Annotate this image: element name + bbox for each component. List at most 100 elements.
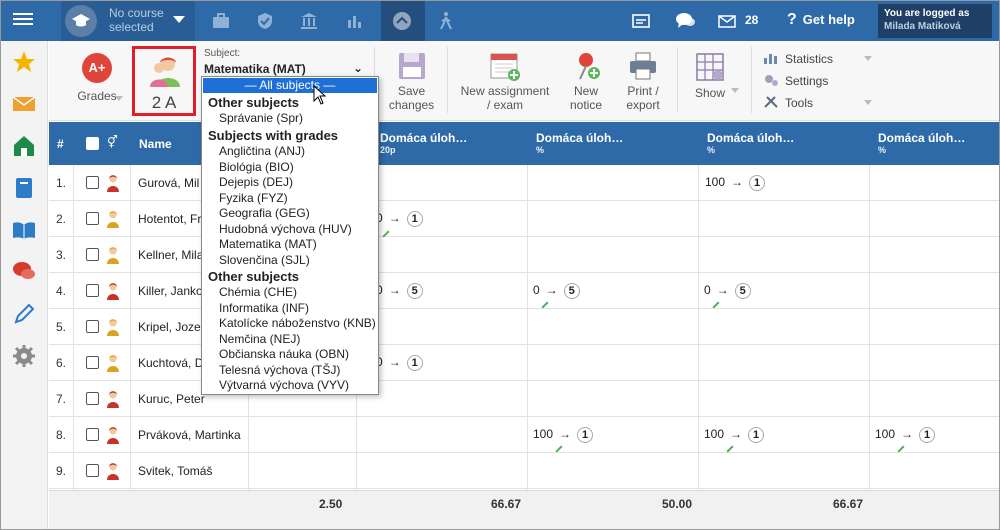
student-name[interactable]: Hotentot, Fr (138, 212, 202, 226)
dropdown-option[interactable]: Informatika (INF) (219, 301, 310, 315)
new-notice-button[interactable]: New notice (561, 51, 611, 112)
gauge-icon[interactable] (381, 1, 425, 41)
row-checkbox[interactable] (86, 464, 99, 477)
grade-cell[interactable]: 100 → 1 (875, 427, 936, 443)
dropdown-option[interactable]: Občianska náuka (OBN) (219, 347, 350, 361)
table-row[interactable]: 9. Svitek, Tomáš (49, 453, 999, 489)
student-name[interactable]: Kripel, Joze (138, 320, 201, 334)
row-checkbox[interactable] (86, 248, 99, 261)
grade-cell[interactable]: 100 → 1 (533, 427, 594, 443)
row-checkbox[interactable] (86, 428, 99, 441)
user-info[interactable]: You are logged as Milada Matiková (878, 4, 992, 38)
header-name[interactable]: Name (139, 137, 172, 151)
table-row[interactable]: 3. Kellner, Mila (49, 237, 999, 273)
open-book-icon[interactable] (11, 217, 37, 243)
chat-icon[interactable] (665, 1, 705, 41)
show-button[interactable]: Show (685, 51, 735, 100)
row-checkbox[interactable] (86, 284, 99, 297)
tools-menu[interactable]: Tools (763, 95, 813, 110)
student-name[interactable]: Gurová, Mil (138, 176, 200, 190)
chevron-down-icon[interactable]: ⌄ (353, 61, 364, 75)
walking-person-icon[interactable] (427, 1, 467, 41)
column-header[interactable]: Domáca úloh… % (536, 131, 623, 174)
column-header[interactable]: Domáca úloh… % (707, 131, 794, 174)
chat-bubbles-icon[interactable] (11, 259, 37, 285)
row-checkbox[interactable] (86, 212, 99, 225)
student-name[interactable]: Kuchtová, D (138, 356, 204, 370)
dropdown-option[interactable]: Telesná výchova (TŠJ) (219, 363, 341, 377)
dropdown-option[interactable]: Slovenčina (SJL) (219, 253, 310, 267)
dropdown-option[interactable]: Matematika (MAT) (219, 237, 317, 251)
subject-dropdown-list[interactable]: — All subjects — Other subjects Správani… (201, 76, 379, 395)
dropdown-option[interactable]: Chémia (CHE) (219, 285, 298, 299)
dropdown-option[interactable]: Dejepis (DEJ) (219, 175, 294, 189)
student-name[interactable]: Prváková, Martinka (138, 428, 241, 442)
row-checkbox[interactable] (86, 320, 99, 333)
menu-icon[interactable] (13, 10, 33, 30)
grid-settings-icon (696, 53, 724, 81)
grade-cell[interactable]: 0 → 1 (376, 211, 423, 227)
student-name[interactable]: Kuruc, Peter (138, 392, 205, 406)
column-sub: % (707, 145, 716, 155)
gender-icon[interactable]: ⚥ (107, 135, 118, 149)
grade-cell[interactable]: 0 → 5 (376, 283, 423, 299)
settings-menu[interactable]: Settings (763, 73, 828, 88)
dropdown-option[interactable]: Katolícke náboženstvo (KNB) (219, 316, 376, 330)
dropdown-option[interactable]: Angličtina (ANJ) (219, 144, 306, 158)
table-row[interactable]: 5. Kripel, Joze (49, 309, 999, 345)
dropdown-option[interactable]: Výtvarná výchova (VYV) (219, 378, 350, 392)
grade-cell[interactable]: 0 → 1 (376, 355, 423, 371)
pen-icon[interactable] (11, 301, 37, 327)
statistics-menu[interactable]: Statistics (763, 51, 833, 66)
new-assignment-label-2: / exam (486, 98, 523, 112)
institution-icon[interactable] (289, 1, 329, 41)
table-row[interactable]: 1. Gurová, Mil (49, 165, 999, 201)
class-selector[interactable]: 2 A (132, 46, 196, 116)
shield-icon[interactable] (245, 1, 285, 41)
student-name[interactable]: Svitek, Tomáš (138, 464, 213, 478)
dropdown-option[interactable]: Hudobná výchova (HUV) (219, 222, 352, 236)
star-icon[interactable] (11, 49, 37, 75)
briefcase-icon[interactable] (201, 1, 241, 41)
row-number: 7. (56, 392, 67, 406)
table-row[interactable]: 8. Prváková, Martinka (49, 417, 999, 453)
save-changes-button[interactable]: Save changes (384, 51, 439, 112)
gear-icon[interactable] (11, 343, 37, 369)
bar-chart-icon[interactable] (335, 1, 375, 41)
dropdown-option[interactable]: Nemčina (NEJ) (219, 332, 301, 346)
dropdown-option-selected[interactable]: — All subjects — (203, 78, 377, 93)
help-button[interactable]: ? Get help (787, 11, 855, 29)
table-row[interactable]: 2. Hotentot, Fr (49, 201, 999, 237)
grades-button[interactable]: A+ Grades (67, 53, 127, 103)
row-checkbox[interactable] (86, 392, 99, 405)
column-header[interactable]: Domáca úloh… % (878, 131, 965, 174)
column-header[interactable]: Domáca úloh… 20p (380, 131, 467, 174)
dropdown-option[interactable]: Biológia (BIO) (219, 160, 294, 174)
course-selector[interactable]: No course selected (61, 1, 195, 41)
student-name[interactable]: Killer, Janko (138, 284, 203, 298)
home-icon[interactable] (11, 133, 37, 159)
subject-select[interactable]: Matematika (MAT) (204, 62, 306, 76)
row-checkbox[interactable] (86, 356, 99, 369)
table-row[interactable]: 6. Kuchtová, D (49, 345, 999, 381)
grade-cell[interactable]: 100 → 1 (705, 175, 766, 191)
dropdown-option[interactable]: Geografia (GEG) (219, 206, 310, 220)
select-all-checkbox[interactable] (86, 137, 99, 150)
grade-cell[interactable]: 0 → 5 (704, 283, 751, 299)
cast-icon[interactable] (621, 1, 661, 41)
grade-cell[interactable]: 100 → 1 (704, 427, 765, 443)
dropdown-option[interactable]: Fyzika (FYZ) (219, 191, 288, 205)
row-checkbox[interactable] (86, 176, 99, 189)
notebook-icon[interactable] (11, 175, 37, 201)
envelope-icon[interactable] (11, 91, 37, 117)
table-row[interactable]: 4. Killer, Janko (49, 273, 999, 309)
new-assignment-button[interactable]: New assignment / exam (455, 51, 555, 112)
grade-cell[interactable]: 0 → 5 (533, 283, 580, 299)
chevron-down-icon (864, 100, 872, 105)
student-name[interactable]: Kellner, Mila (138, 248, 204, 262)
table-row[interactable]: 7. Kuruc, Peter (49, 381, 999, 417)
envelope-icon[interactable] (707, 1, 747, 41)
message-count[interactable]: 28 (745, 13, 759, 27)
dropdown-option[interactable]: Správanie (Spr) (219, 111, 304, 125)
print-export-button[interactable]: Print / export (617, 51, 669, 112)
